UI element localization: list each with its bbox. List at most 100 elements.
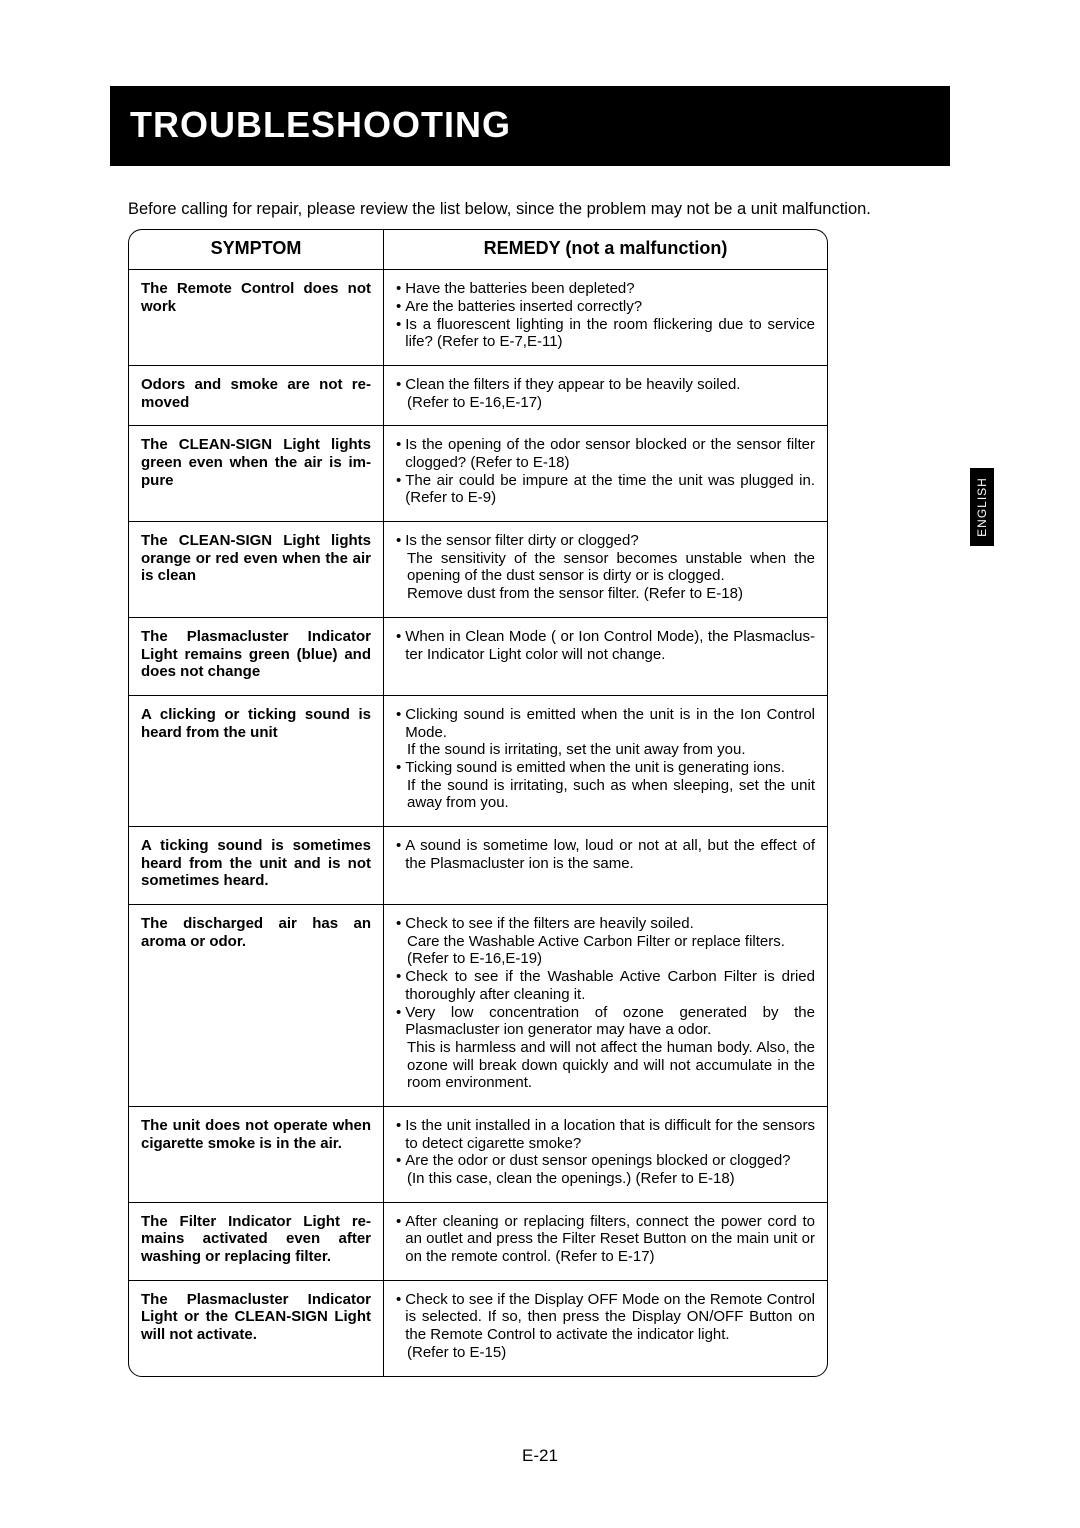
- bullet-icon: •: [396, 436, 405, 454]
- symptom-cell: The CLEAN-SIGN Light lights green even w…: [129, 426, 384, 522]
- remedy-cell: •Check to see if the filters are heavily…: [384, 905, 827, 1107]
- remedy-text: Clean the filters if they appear to be h…: [405, 376, 815, 394]
- page-title: TROUBLESHOOTING: [110, 86, 950, 166]
- remedy-cell: •A sound is sometime low, loud or not at…: [384, 827, 827, 905]
- symptom-cell: The CLEAN-SIGN Light lights orange or re…: [129, 522, 384, 618]
- table-row: The unit does not operate when cigarette…: [129, 1107, 827, 1203]
- remedy-item: •After cleaning or replacing filters, co…: [396, 1213, 815, 1266]
- bullet-icon: •: [396, 532, 405, 550]
- remedy-text: A sound is sometime low, loud or not at …: [405, 837, 815, 872]
- table-row: The CLEAN-SIGN Light lights green even w…: [129, 426, 827, 522]
- symptom-cell: The discharged air has an aroma or odor.: [129, 905, 384, 1107]
- remedy-subtext: This is harmless and will not affect the…: [396, 1039, 815, 1092]
- remedy-item: •Are the odor or dust sensor openings bl…: [396, 1152, 815, 1170]
- remedy-item: •Is the sensor filter dirty or clogged?: [396, 532, 815, 550]
- remedy-item: •Is the unit installed in a location tha…: [396, 1117, 815, 1152]
- language-tab-label: ENGLISH: [975, 477, 989, 537]
- bullet-icon: •: [396, 759, 405, 777]
- remedy-text: Is the unit installed in a location that…: [405, 1117, 815, 1152]
- bullet-icon: •: [396, 1152, 405, 1170]
- remedy-subtext: If the sound is irritating, set the unit…: [396, 741, 815, 759]
- remedy-text: Is the opening of the odor sensor blocke…: [405, 436, 815, 471]
- bullet-icon: •: [396, 280, 405, 298]
- table-row: A clicking or ticking sound is heard fro…: [129, 696, 827, 827]
- table-row: The Filter Indicator Light re­mains acti…: [129, 1203, 827, 1281]
- remedy-subtext: (In this case, clean the openings.) (Ref…: [396, 1170, 815, 1188]
- remedy-subtext: (Refer to E-15): [396, 1344, 815, 1362]
- bullet-icon: •: [396, 837, 405, 855]
- remedy-text: When in Clean Mode ( or Ion Control Mode…: [405, 628, 815, 663]
- remedy-text: Is a fluorescent lighting in the room fl…: [405, 316, 815, 351]
- header-remedy: REMEDY (not a malfunction): [384, 230, 827, 270]
- remedy-cell: •Clicking sound is emitted when the unit…: [384, 696, 827, 827]
- bullet-icon: •: [396, 1213, 405, 1231]
- symptom-cell: The unit does not operate when cigarette…: [129, 1107, 384, 1203]
- remedy-cell: •Have the batteries been depleted?•Are t…: [384, 270, 827, 366]
- remedy-cell: •Check to see if the Display OFF Mode on…: [384, 1281, 827, 1376]
- remedy-cell: •Clean the filters if they appear to be …: [384, 366, 827, 426]
- remedy-item: •Ticking sound is emitted when the unit …: [396, 759, 815, 777]
- header-symptom: SYMPTOM: [129, 230, 384, 270]
- symptom-cell: Odors and smoke are not re­moved: [129, 366, 384, 426]
- remedy-item: •Is the opening of the odor sensor block…: [396, 436, 815, 471]
- language-tab: ENGLISH: [970, 468, 994, 546]
- remedy-subtext: If the sound is irritating, such as when…: [396, 777, 815, 812]
- table-row: The Plasmacluster Indicator Light remain…: [129, 618, 827, 696]
- remedy-cell: •After cleaning or replacing filters, co…: [384, 1203, 827, 1281]
- remedy-text: Check to see if the Display OFF Mode on …: [405, 1291, 815, 1344]
- remedy-cell: •Is the opening of the odor sensor block…: [384, 426, 827, 522]
- bullet-icon: •: [396, 1004, 405, 1022]
- page-number: E-21: [0, 1446, 1080, 1466]
- remedy-item: •Check to see if the filters are heavily…: [396, 915, 815, 933]
- bullet-icon: •: [396, 706, 405, 724]
- remedy-item: •Have the batteries been depleted?: [396, 280, 815, 298]
- remedy-subtext: Care the Washable Active Carbon Filter o…: [396, 933, 815, 951]
- remedy-text: Are the odor or dust sensor openings blo…: [405, 1152, 815, 1170]
- symptom-cell: The Filter Indicator Light re­mains acti…: [129, 1203, 384, 1281]
- remedy-subtext: (Refer to E-16,E-19): [396, 950, 815, 968]
- remedy-cell: •Is the unit installed in a location tha…: [384, 1107, 827, 1203]
- bullet-icon: •: [396, 298, 405, 316]
- intro-text: Before calling for repair, please review…: [128, 200, 950, 219]
- symptom-cell: The Remote Control does not work: [129, 270, 384, 366]
- remedy-item: •When in Clean Mode ( or Ion Control Mod…: [396, 628, 815, 663]
- troubleshooting-table: SYMPTOM REMEDY (not a malfunction) The R…: [128, 229, 828, 1377]
- bullet-icon: •: [396, 1291, 405, 1309]
- table-row: The CLEAN-SIGN Light lights orange or re…: [129, 522, 827, 618]
- remedy-text: Ticking sound is emitted when the unit i…: [405, 759, 815, 777]
- remedy-text: The air could be impure at the time the …: [405, 472, 815, 507]
- remedy-text: Clicking sound is emitted when the unit …: [405, 706, 815, 741]
- remedy-item: •Check to see if the Washable Active Car…: [396, 968, 815, 1003]
- remedy-subtext: Remove dust from the sensor filter. (Ref…: [396, 585, 815, 603]
- symptom-cell: The Plasmacluster Indicator Light or the…: [129, 1281, 384, 1376]
- remedy-cell: •Is the sensor filter dirty or clogged?T…: [384, 522, 827, 618]
- remedy-text: Very low concentration of ozone generate…: [405, 1004, 815, 1039]
- table-row: Odors and smoke are not re­moved •Clean t…: [129, 366, 827, 426]
- remedy-item: •Is a fluorescent lighting in the room f…: [396, 316, 815, 351]
- bullet-icon: •: [396, 472, 405, 490]
- remedy-item: •Are the batteries inserted correctly?: [396, 298, 815, 316]
- symptom-cell: A clicking or ticking sound is heard fro…: [129, 696, 384, 827]
- remedy-item: •Very low concentration of ozone generat…: [396, 1004, 815, 1039]
- remedy-text: Check to see if the Washable Active Carb…: [405, 968, 815, 1003]
- bullet-icon: •: [396, 316, 405, 334]
- remedy-item: •Clean the filters if they appear to be …: [396, 376, 815, 394]
- table-row: A ticking sound is sometimes heard from …: [129, 827, 827, 905]
- bullet-icon: •: [396, 628, 405, 646]
- remedy-text: After cleaning or replacing filters, con…: [405, 1213, 815, 1266]
- remedy-item: •A sound is sometime low, loud or not at…: [396, 837, 815, 872]
- remedy-item: •Clicking sound is emitted when the unit…: [396, 706, 815, 741]
- remedy-item: •The air could be impure at the time the…: [396, 472, 815, 507]
- table-row: The Plasmacluster Indicator Light or the…: [129, 1281, 827, 1376]
- remedy-subtext: (Refer to E-16,E-17): [396, 394, 815, 412]
- table-row: The Remote Control does not work•Have th…: [129, 270, 827, 366]
- symptom-cell: The Plasmacluster Indicator Light remain…: [129, 618, 384, 696]
- bullet-icon: •: [396, 915, 405, 933]
- bullet-icon: •: [396, 1117, 405, 1135]
- remedy-item: •Check to see if the Display OFF Mode on…: [396, 1291, 815, 1344]
- table-row: The discharged air has an aroma or odor.…: [129, 905, 827, 1107]
- symptom-cell: A ticking sound is sometimes heard from …: [129, 827, 384, 905]
- remedy-text: Are the batteries inserted correctly?: [405, 298, 815, 316]
- remedy-text: Have the batteries been depleted?: [405, 280, 815, 298]
- remedy-text: Check to see if the filters are heavily …: [405, 915, 815, 933]
